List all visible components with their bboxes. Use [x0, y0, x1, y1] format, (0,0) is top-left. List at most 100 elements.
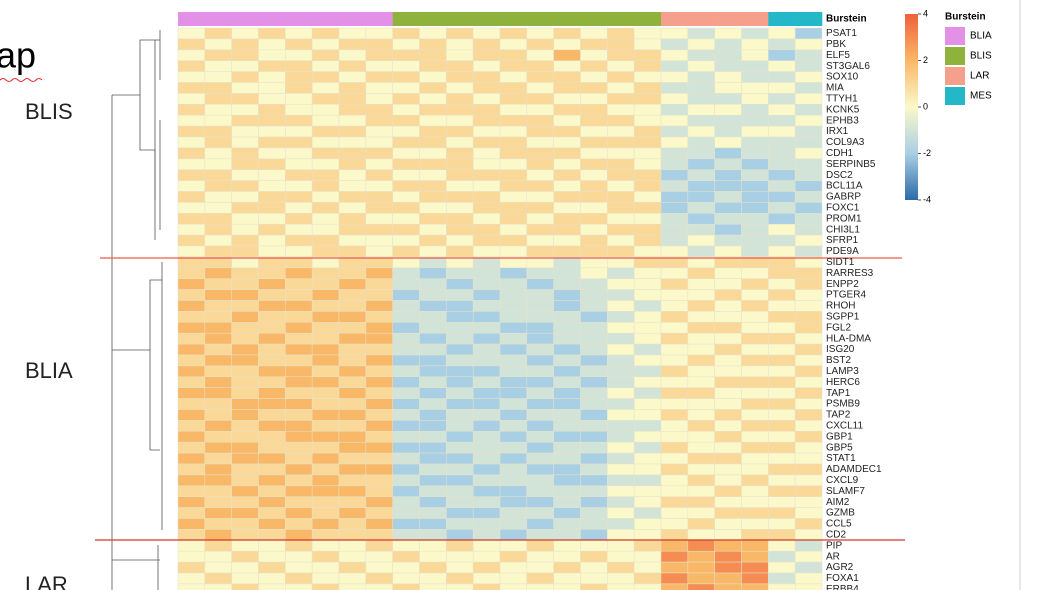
heatmap-cell: [687, 431, 715, 443]
heatmap-cell: [607, 125, 635, 138]
heatmap-cell: [526, 496, 554, 508]
heatmap-cell: [338, 496, 367, 508]
heatmap-cell: [446, 60, 474, 72]
heatmap-cell: [204, 507, 232, 519]
heatmap-cell: [768, 71, 796, 83]
heatmap-cell: [768, 169, 796, 181]
heatmap-cell: [392, 114, 420, 127]
heatmap-cell: [311, 431, 340, 443]
heatmap-cell: [714, 322, 742, 334]
heatmap-cell: [472, 387, 501, 399]
heatmap-cell: [285, 136, 313, 149]
heatmap-cell: [794, 431, 823, 443]
heatmap-cell: [580, 49, 608, 61]
heatmap-cell: [553, 49, 581, 61]
heatmap-cell: [392, 191, 420, 203]
heatmap-cell: [392, 431, 420, 443]
heatmap-cell: [660, 267, 689, 279]
heatmap-cell: [338, 267, 367, 279]
heatmap-cell: [446, 431, 474, 443]
heatmap-cell: [580, 267, 608, 279]
heatmap-cell: [660, 300, 689, 312]
heatmap-cell: [258, 289, 286, 301]
heatmap-cell: [419, 104, 447, 116]
heatmap-cell: [258, 82, 286, 94]
heatmap-cell: [687, 213, 715, 225]
heatmap-cell: [231, 311, 259, 323]
heatmap-cell: [499, 278, 528, 290]
heatmap-cell: [311, 38, 340, 51]
heatmap-cell: [633, 365, 662, 378]
heatmap-cell: [311, 583, 340, 590]
heatmap-cell: [607, 60, 635, 72]
heatmap-cell: [204, 311, 232, 323]
heatmap-cell: [794, 60, 823, 72]
heatmap-cell: [607, 529, 635, 541]
heatmap-cell: [446, 180, 474, 192]
heatmap-cell: [285, 431, 313, 443]
heatmap-cell: [660, 289, 689, 301]
heatmap-cell: [365, 213, 393, 225]
annotation-cell: [339, 12, 367, 26]
heatmap-cell: [419, 452, 447, 465]
heatmap-cell: [204, 213, 232, 225]
heatmap-cell: [553, 540, 581, 552]
heatmap-cell: [687, 376, 715, 388]
heatmap-cell: [231, 474, 259, 487]
heatmap-cell: [553, 354, 581, 367]
heatmap-cell: [258, 169, 286, 181]
heatmap-cell: [687, 452, 715, 465]
heatmap-cell: [687, 71, 715, 83]
heatmap-cell: [258, 311, 286, 323]
heatmap-cell: [660, 409, 689, 421]
annotation-cell: [365, 12, 393, 26]
heatmap-cell: [204, 365, 232, 378]
row-label: CXCL11: [826, 420, 863, 431]
heatmap-cell: [714, 223, 742, 236]
heatmap-cell: [687, 136, 715, 149]
heatmap-cell: [365, 452, 393, 465]
heatmap-cell: [580, 496, 608, 508]
heatmap-cell: [204, 60, 232, 72]
heatmap-cell: [526, 125, 554, 138]
heatmap-cell: [553, 234, 581, 247]
legend-swatch: [945, 47, 965, 65]
heatmap-cell: [338, 529, 367, 541]
annotation-cell: [795, 12, 823, 26]
heatmap-cell: [553, 82, 581, 94]
heatmap-cell: [741, 583, 769, 590]
row-label: RHOH: [826, 301, 855, 312]
heatmap-cell: [499, 267, 528, 279]
heatmap-cell: [231, 561, 259, 574]
heatmap-cell: [607, 245, 635, 258]
legend-swatch: [945, 27, 965, 45]
heatmap-cell: [768, 452, 796, 465]
heatmap-cell: [204, 234, 232, 247]
heatmap-cell: [526, 289, 554, 301]
heatmap-cell: [553, 496, 581, 508]
heatmap-cell: [419, 125, 447, 138]
annotation-cell: [607, 12, 635, 26]
heatmap-cell: [446, 49, 474, 61]
heatmap-cell: [580, 452, 608, 465]
heatmap-cell: [580, 311, 608, 323]
heatmap-cell: [580, 125, 608, 138]
heatmap-cell: [633, 485, 662, 497]
heatmap-cell: [204, 354, 232, 367]
heatmap-cell: [338, 169, 367, 181]
colorbar-tick-label: 0: [923, 101, 928, 111]
heatmap-cell: [311, 147, 340, 160]
heatmap-cell: [580, 485, 608, 497]
heatmap-cell: [633, 125, 662, 138]
heatmap-cell: [526, 180, 554, 192]
heatmap-cell: [553, 507, 581, 519]
heatmap-cell: [768, 507, 796, 519]
row-label: EPHB3: [826, 115, 859, 126]
heatmap-cell: [794, 136, 823, 149]
heatmap-cell: [204, 27, 232, 40]
heatmap-cell: [633, 376, 662, 388]
row-label: PSMB9: [826, 399, 860, 410]
heatmap-cell: [338, 452, 367, 465]
heatmap-cell: [660, 387, 689, 399]
heatmap-cell: [580, 38, 608, 51]
